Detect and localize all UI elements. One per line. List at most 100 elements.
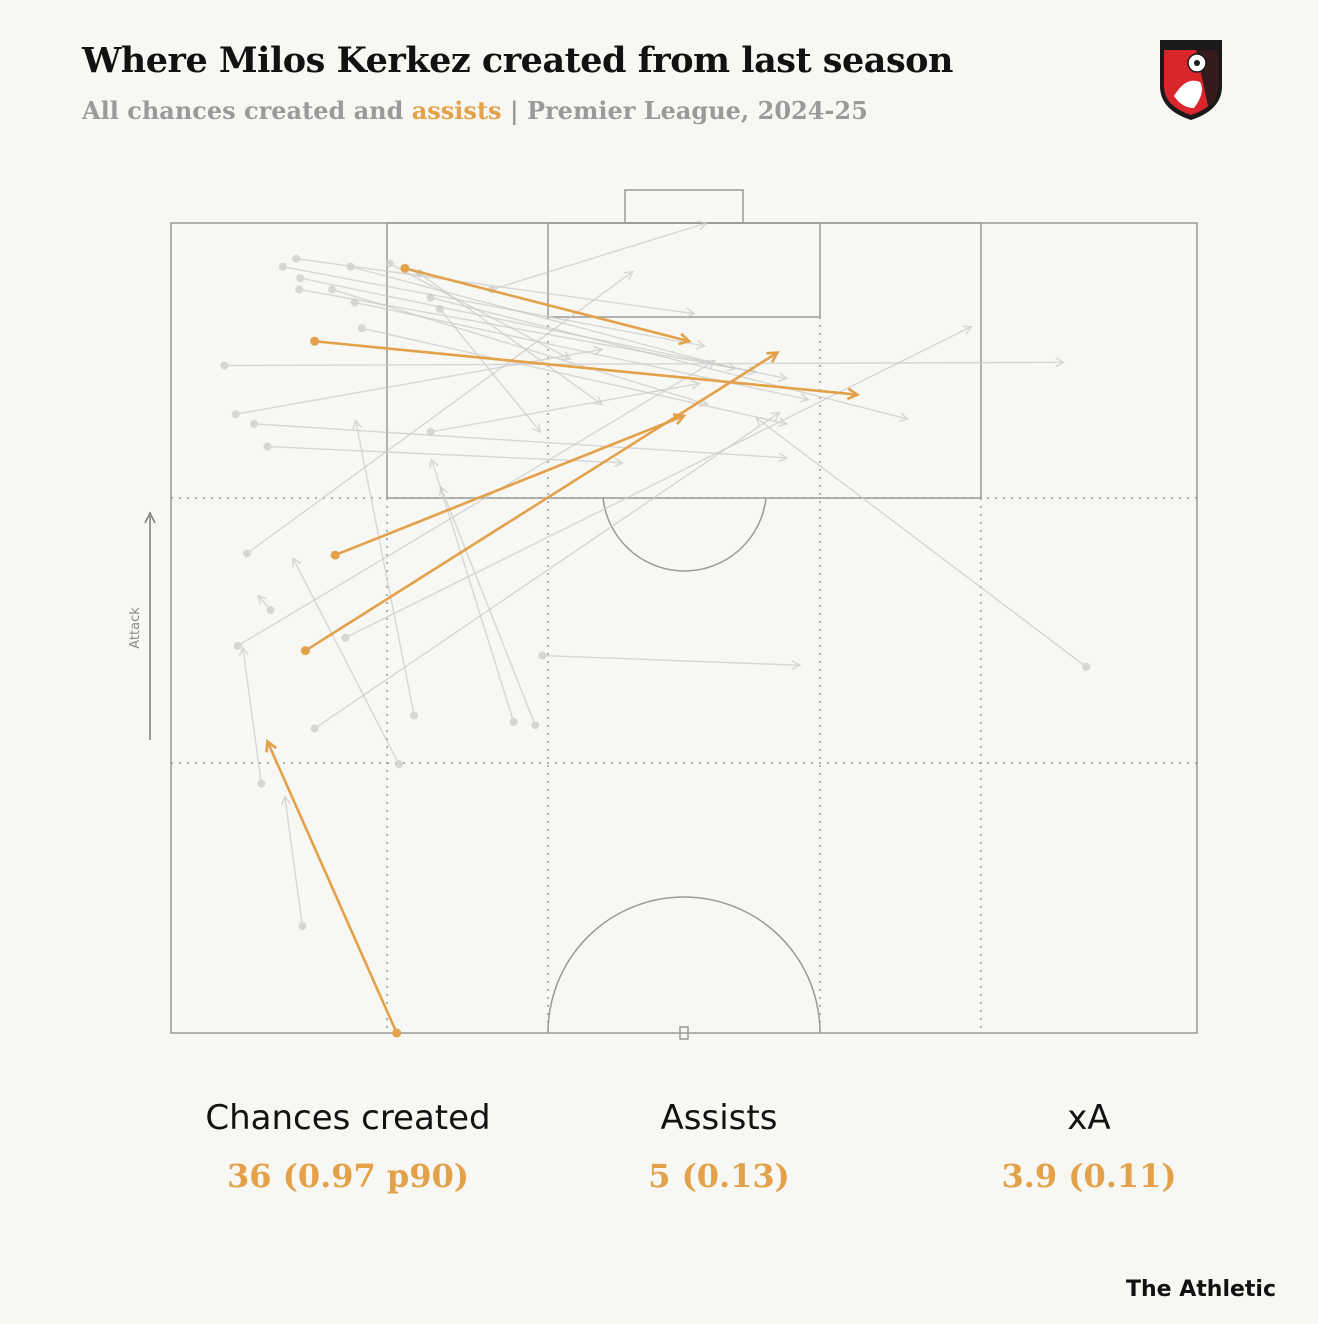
chance-pass <box>429 458 518 726</box>
pass-line <box>755 416 1087 668</box>
chance-pass <box>238 645 266 788</box>
attack-label: Attack <box>128 607 143 649</box>
stat-label: xA <box>1067 1098 1111 1138</box>
pass-arrowhead <box>697 220 708 230</box>
chart-subtitle: All chances created and assists | Premie… <box>82 96 868 125</box>
assist-pass <box>330 413 687 560</box>
subtitle-competition: | Premier League, 2024-25 <box>501 96 868 125</box>
pass-line <box>354 420 415 716</box>
pass-line <box>314 339 858 397</box>
stat-label: Assists <box>660 1098 778 1138</box>
pass-origin-dot <box>242 549 251 558</box>
chance-pass <box>488 220 708 294</box>
stat-assists: Assists 5 (0.13) <box>539 1096 899 1196</box>
chances-created-layer <box>220 220 1091 931</box>
pass-arrowhead <box>593 345 604 356</box>
pass-line <box>361 327 787 425</box>
pass-line <box>440 486 536 726</box>
pass-arrowhead <box>685 307 696 318</box>
assist-pass <box>300 351 780 656</box>
chance-pass <box>357 324 789 428</box>
assist-pass <box>310 336 861 401</box>
pass-origin-dot <box>346 262 355 271</box>
chance-pass <box>233 359 717 650</box>
pass-line <box>491 222 707 291</box>
pass-line <box>542 654 800 666</box>
pass-origin-dot <box>357 324 366 333</box>
pass-origin-dot <box>263 442 272 451</box>
assists-layer <box>265 263 861 1038</box>
pass-origin-dot <box>233 641 242 650</box>
chance-pass <box>435 304 542 434</box>
bournemouth-crest-logo <box>1160 40 1222 120</box>
pass-origin-dot <box>296 274 305 283</box>
chance-pass <box>281 795 307 931</box>
chance-pass <box>754 416 1091 671</box>
pass-line <box>267 445 623 464</box>
centre-spot <box>679 1026 689 1040</box>
pass-origin-dot <box>394 760 403 769</box>
pass-origin-dot <box>426 293 435 302</box>
pass-line <box>314 411 780 730</box>
chance-pass <box>220 357 1066 370</box>
pass-line <box>284 796 304 927</box>
pass-line <box>418 272 603 406</box>
chance-pass <box>296 274 789 382</box>
the-athletic-logo: The Athletic <box>1125 1277 1276 1302</box>
pass-line <box>345 326 972 639</box>
pass-line <box>430 382 700 433</box>
pass-arrowhead <box>962 325 973 335</box>
pass-arrowhead <box>561 351 572 360</box>
pass-arrowhead <box>777 372 789 382</box>
chance-pass <box>292 557 403 769</box>
pass-origin-dot <box>350 298 359 307</box>
pass-origin-dot <box>292 254 301 263</box>
pass-arrowhead <box>898 412 910 422</box>
pass-origin-dot <box>278 262 287 271</box>
subtitle-text: All chances created and <box>82 96 412 125</box>
assist-pass <box>400 263 692 346</box>
pass-line <box>299 288 756 373</box>
stat-label: Chances created <box>205 1098 491 1138</box>
pass-arrowhead <box>614 457 624 468</box>
pass-origin-dot <box>400 263 410 273</box>
pass-arrowhead <box>705 359 717 369</box>
chance-pass <box>538 651 802 670</box>
chance-pass <box>263 442 624 468</box>
pass-origin-dot <box>300 646 310 656</box>
chance-pass <box>310 411 781 733</box>
subtitle-assists-highlight: assists <box>411 96 502 125</box>
pass-origin-dot <box>341 633 350 642</box>
pass-origin-dot <box>330 550 340 560</box>
pass-arrowhead <box>846 387 861 401</box>
stat-value: 36 (0.97 p90) <box>227 1157 469 1195</box>
pitch-outline <box>170 222 1198 1034</box>
pass-line <box>235 348 603 415</box>
pass-line <box>430 296 908 420</box>
pass-line <box>304 351 779 652</box>
chance-pass <box>292 254 696 318</box>
pass-origin-dot <box>538 651 547 660</box>
pass-line <box>237 360 716 647</box>
pass-origin-dot <box>1082 662 1091 671</box>
pass-origin-dot <box>298 922 307 931</box>
pass-arrowhead <box>238 645 249 657</box>
pass-origin-dot <box>385 259 394 268</box>
pass-line <box>254 423 787 459</box>
chance-pass <box>250 419 789 463</box>
pass-arrowhead <box>281 795 291 806</box>
pass-arrowhead <box>695 339 706 350</box>
pass-origin-dot <box>231 410 240 419</box>
pass-origin-dot <box>435 304 444 313</box>
pass-line <box>266 740 398 1034</box>
pass-origin-dot <box>310 724 319 733</box>
chart-title: Where Milos Kerkez created from last sea… <box>82 40 953 81</box>
pass-arrowhead <box>791 660 802 670</box>
pass-line <box>246 271 634 555</box>
pass-arrowhead <box>678 332 692 346</box>
pass-line <box>224 361 1064 367</box>
pass-origin-dot <box>328 285 337 294</box>
pass-origin-dot <box>295 285 304 294</box>
pass-line <box>242 647 262 784</box>
